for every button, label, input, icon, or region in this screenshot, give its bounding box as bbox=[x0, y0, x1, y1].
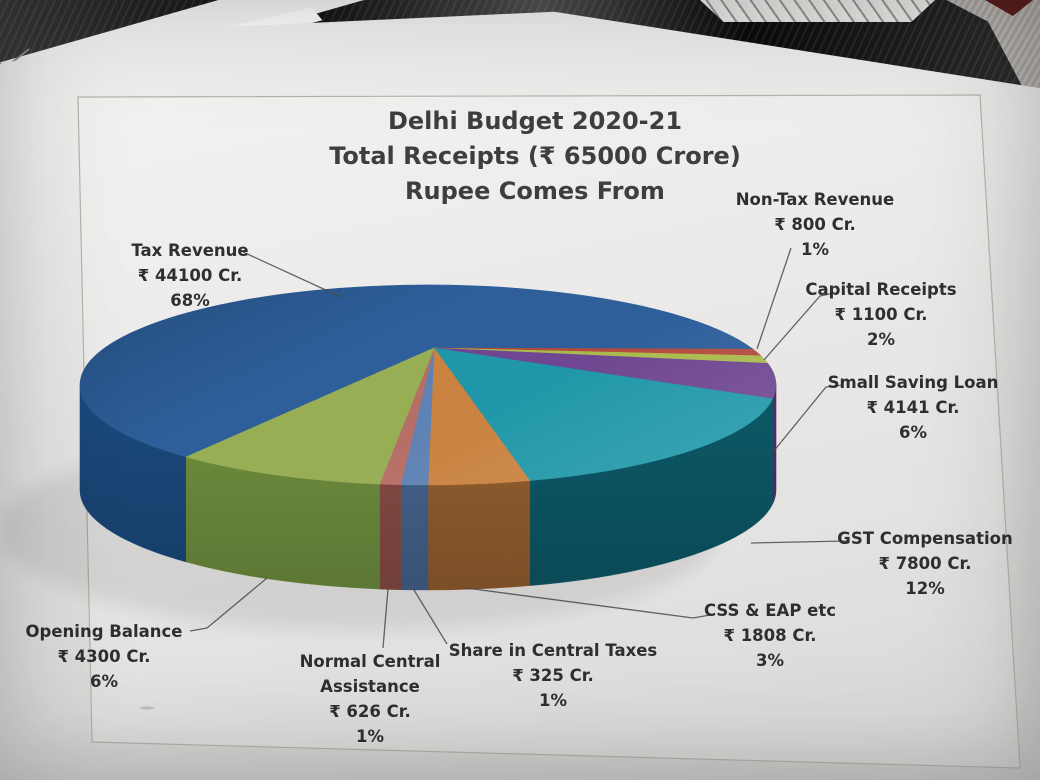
callout-capital-receipts-name: Capital Receipts bbox=[805, 280, 957, 299]
callout-css-eap-etc-pct: 3% bbox=[755, 651, 784, 670]
callout-non-tax-revenue-pct: 1% bbox=[800, 240, 829, 259]
leader-line-css-eap-etc bbox=[465, 587, 711, 619]
title-line-2: Total Receipts (₹ 65000 Crore) bbox=[329, 142, 741, 170]
callout-normal-central-assistance-amount: ₹ 626 Cr. bbox=[329, 702, 411, 721]
callout-gst-compensation: GST Compensation ₹ 7800 Cr. 12% bbox=[837, 526, 1012, 601]
callout-tax-revenue-pct: 68% bbox=[170, 291, 210, 310]
callout-capital-receipts: Capital Receipts ₹ 1100 Cr. 2% bbox=[805, 277, 956, 352]
callout-share-in-central-taxes: Share in Central Taxes ₹ 325 Cr. 1% bbox=[449, 638, 658, 713]
leader-line-tax-revenue bbox=[242, 251, 342, 298]
wall-shading-overlay bbox=[80, 385, 776, 590]
callout-non-tax-revenue-amount: ₹ 800 Cr. bbox=[774, 215, 856, 234]
title-line-1: Delhi Budget 2020-21 bbox=[387, 107, 683, 135]
leader-line-normal-central-assistance bbox=[382, 588, 389, 649]
callout-opening-balance: Opening Balance ₹ 4300 Cr. 6% bbox=[26, 619, 183, 694]
callout-tax-revenue: Tax Revenue ₹ 44100 Cr. 68% bbox=[131, 238, 248, 313]
callout-opening-balance-pct: 6% bbox=[89, 672, 119, 691]
title-line-3: Rupee Comes From bbox=[405, 177, 665, 205]
callout-css-eap-etc-amount: ₹ 1808 Cr. bbox=[723, 626, 817, 645]
callout-gst-compensation-pct: 12% bbox=[905, 579, 945, 598]
callout-css-eap-etc: CSS & EAP etc ₹ 1808 Cr. 3% bbox=[704, 598, 836, 673]
callout-opening-balance-amount: ₹ 4300 Cr. bbox=[57, 647, 151, 666]
callout-non-tax-revenue: Non-Tax Revenue ₹ 800 Cr. 1% bbox=[736, 187, 895, 262]
leader-line-non-tax-revenue bbox=[756, 247, 792, 350]
chart-title: Delhi Budget 2020-21 Total Receipts (₹ 6… bbox=[329, 104, 741, 209]
callout-tax-revenue-amount: ₹ 44100 Cr. bbox=[137, 266, 243, 285]
callout-non-tax-revenue-name: Non-Tax Revenue bbox=[735, 190, 895, 209]
pie-side-walls bbox=[79, 384, 777, 591]
callout-small-saving-loan: Small Saving Loan ₹ 4141 Cr. 6% bbox=[828, 370, 999, 445]
leader-line-opening-balance bbox=[189, 577, 268, 632]
callout-share-in-central-taxes-amount: ₹ 325 Cr. bbox=[512, 666, 594, 685]
smudge-mark bbox=[138, 706, 156, 710]
callout-share-in-central-taxes-pct: 1% bbox=[538, 691, 568, 710]
callout-tax-revenue-name: Tax Revenue bbox=[131, 241, 249, 260]
callout-normal-central-assistance-name: Normal Central Assistance bbox=[299, 652, 441, 696]
callout-css-eap-etc-name: CSS & EAP etc bbox=[703, 601, 837, 620]
callout-opening-balance-name: Opening Balance bbox=[25, 622, 183, 641]
leader-lines bbox=[189, 247, 848, 649]
callout-normal-central-assistance-pct: 1% bbox=[355, 727, 384, 746]
callout-capital-receipts-amount: ₹ 1100 Cr. bbox=[834, 305, 928, 324]
leader-line-share-in-central-taxes bbox=[413, 589, 448, 645]
glossy-reflection bbox=[700, 0, 935, 22]
callout-small-saving-loan-pct: 6% bbox=[898, 423, 928, 442]
callout-normal-central-assistance: Normal Central Assistance ₹ 626 Cr. 1% bbox=[299, 649, 441, 749]
callout-gst-compensation-amount: ₹ 7800 Cr. bbox=[878, 554, 972, 573]
callout-small-saving-loan-name: Small Saving Loan bbox=[827, 373, 999, 392]
pie-lighting-overlay bbox=[80, 285, 776, 485]
callout-small-saving-loan-amount: ₹ 4141 Cr. bbox=[866, 398, 960, 417]
callout-gst-compensation-name: GST Compensation bbox=[837, 529, 1013, 548]
callout-capital-receipts-pct: 2% bbox=[866, 330, 895, 349]
leader-line-capital-receipts bbox=[763, 292, 835, 361]
callout-share-in-central-taxes-name: Share in Central Taxes bbox=[448, 641, 658, 660]
leader-line-small-saving-loan bbox=[772, 384, 844, 453]
leader-line-gst-compensation bbox=[750, 540, 848, 544]
